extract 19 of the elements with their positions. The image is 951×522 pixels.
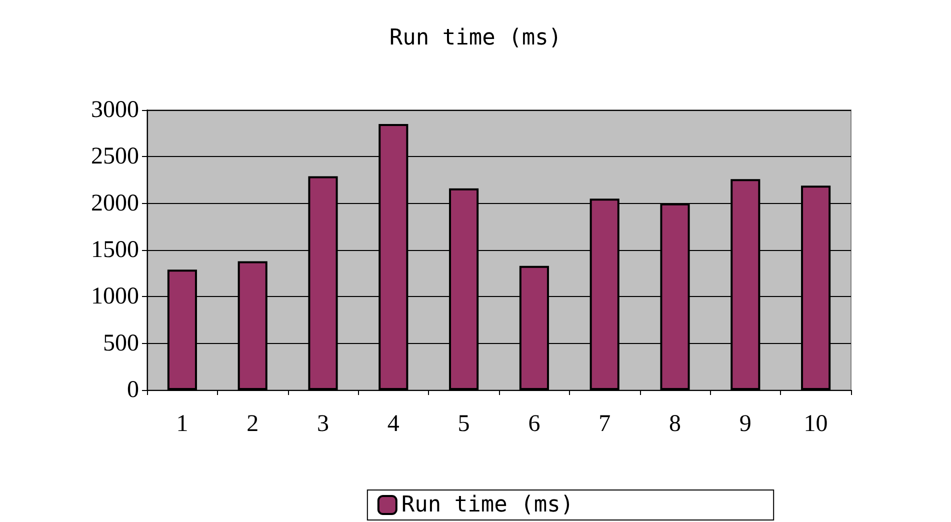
y-tick-label: 2000 (91, 190, 139, 216)
y-tick-label: 2500 (91, 144, 139, 170)
x-tick-label: 8 (669, 411, 681, 437)
y-tick-label: 1500 (91, 237, 139, 263)
y-tick-label: 1000 (91, 284, 139, 310)
x-tick-label: 9 (739, 411, 752, 437)
x-tick-label: 3 (317, 411, 329, 437)
x-tick-label: 7 (598, 411, 611, 437)
x-tick-label: 1 (176, 411, 188, 437)
chart-title: Run time (ms) (389, 26, 562, 50)
x-tick-label: 10 (804, 411, 828, 437)
x-tick-label: 6 (528, 411, 540, 437)
y-tick-label: 3000 (91, 97, 139, 123)
y-tick-label: 0 (127, 377, 139, 403)
legend-label: Run time (ms) (401, 492, 574, 518)
y-tick-label: 500 (103, 330, 139, 356)
x-tick-label: 2 (246, 411, 259, 437)
x-tick-label: 5 (458, 411, 470, 437)
x-tick-label: 4 (387, 411, 400, 437)
